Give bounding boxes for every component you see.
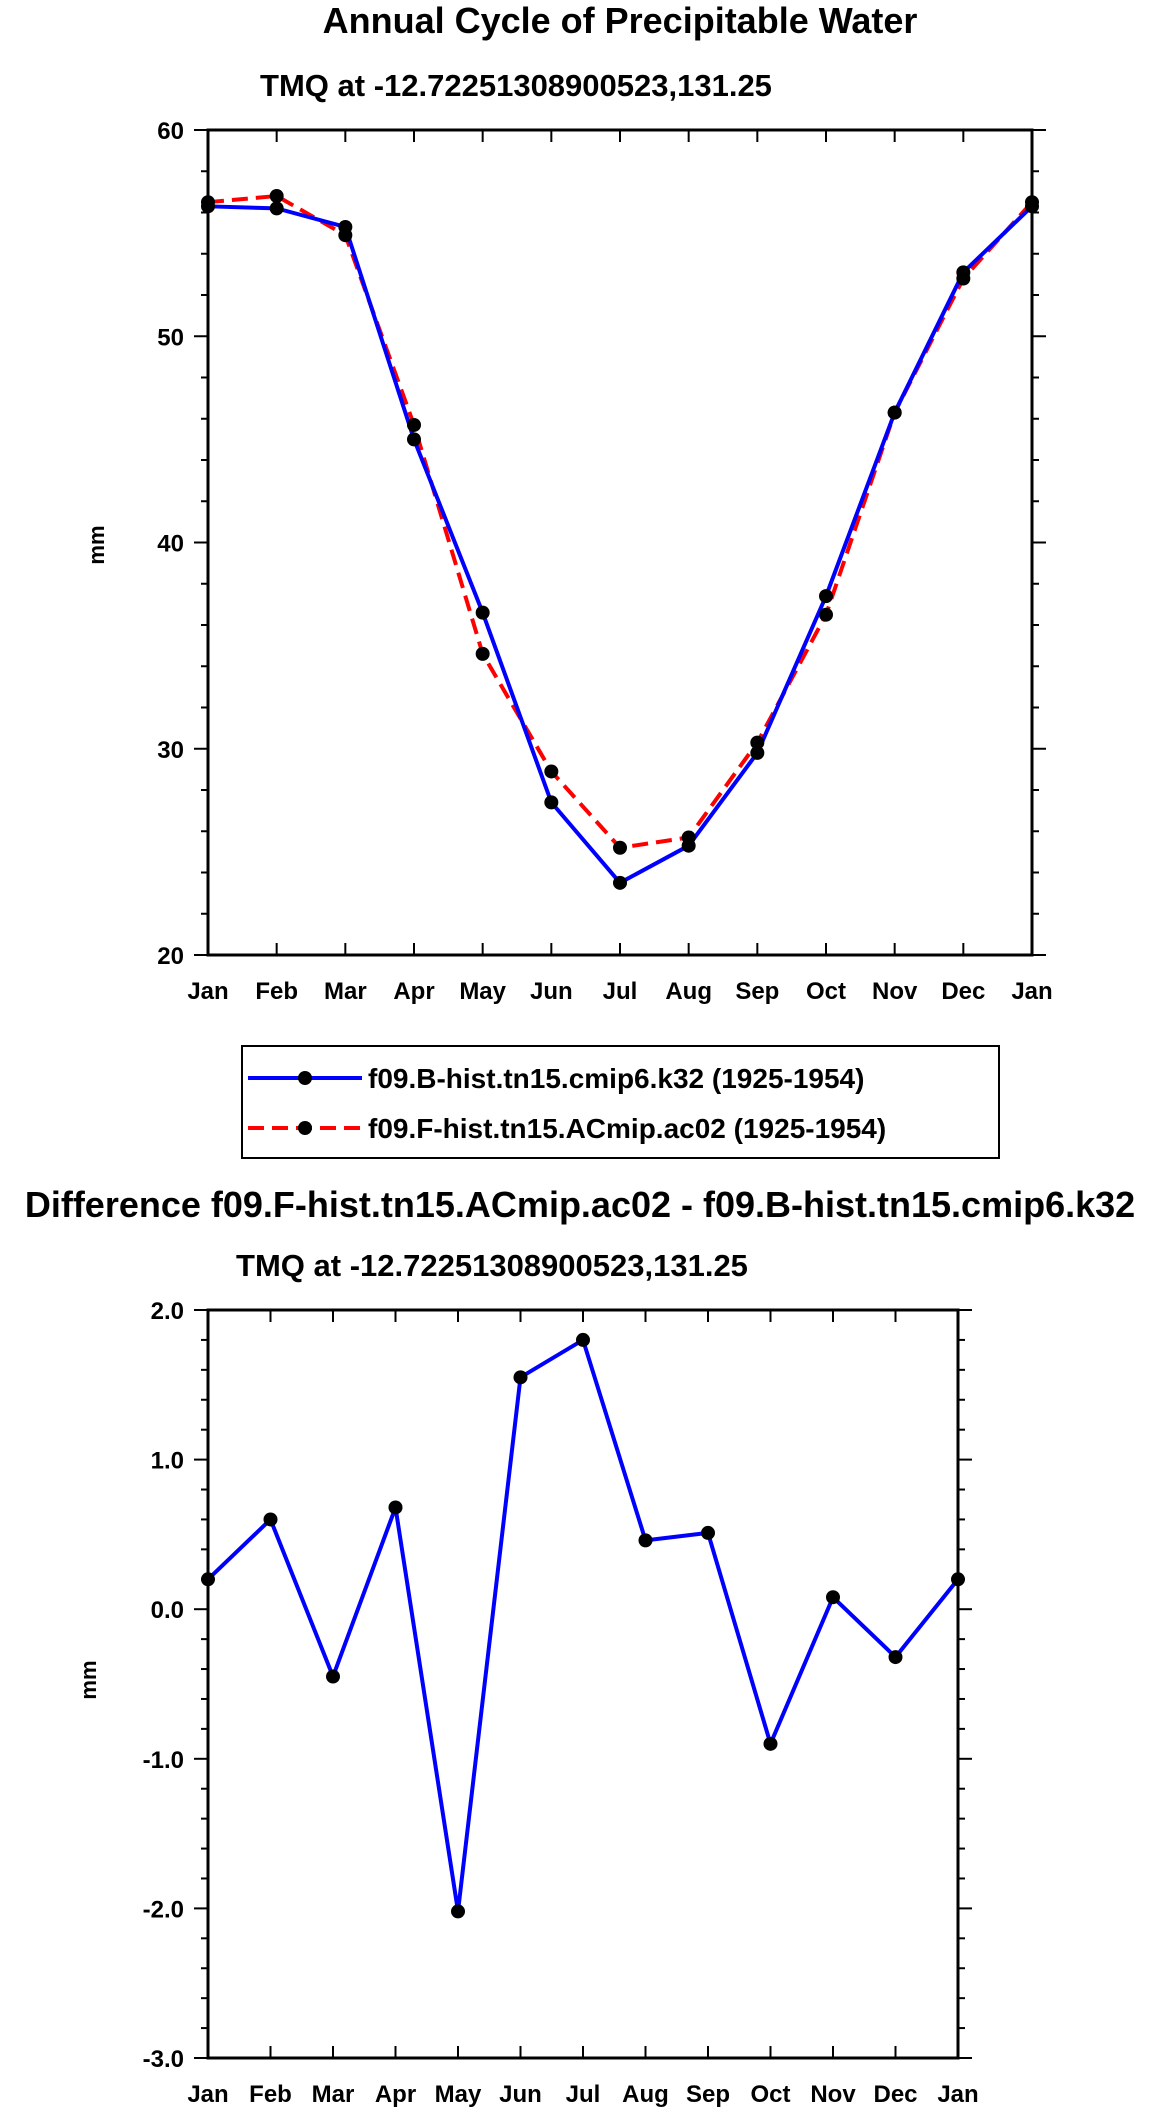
- chart1-series-1-point: [956, 265, 971, 280]
- chart1-y-axis-label: mm: [84, 525, 109, 564]
- chart2-y-tick-label: 2.0: [151, 1298, 184, 1325]
- chart1-x-tick-label: Jun: [530, 978, 573, 1005]
- chart2-series-1-point: [388, 1500, 403, 1515]
- chart2-series-1-point: [888, 1650, 903, 1665]
- chart2-series-1-point: [263, 1512, 278, 1527]
- chart2-x-tick-label: Oct: [750, 2081, 790, 2108]
- chart2-x-tick-label: Sep: [686, 2081, 730, 2108]
- chart1-y-tick-label: 40: [157, 531, 184, 558]
- chart1-x-tick-label: Aug: [665, 978, 712, 1005]
- chart2-series-1-point: [826, 1590, 840, 1605]
- chart2-series-1-point: [451, 1904, 465, 1919]
- chart1-plot-frame: [206, 128, 1034, 957]
- chart2-series-1-point: [701, 1525, 715, 1540]
- chart2-x-tick-label: Feb: [249, 2081, 292, 2108]
- chart1-series-1-point: [475, 605, 490, 620]
- chart1-x-tick-label: Jul: [603, 978, 638, 1005]
- chart1-series-line-1: [207, 204, 1034, 885]
- chart2-series-1-point: [763, 1736, 778, 1751]
- chart1-y-tick-label: 30: [157, 737, 184, 764]
- chart1-x-tick-label: Nov: [872, 978, 918, 1005]
- chart2-y-tick-label: -2.0: [143, 1896, 184, 1923]
- chart1-x-tick-label: Mar: [324, 978, 367, 1005]
- chart1-y-tick-label: 50: [157, 324, 184, 351]
- chart1-series-2-point: [613, 840, 627, 855]
- chart2-x-tick-label: Jun: [499, 2081, 542, 2108]
- chart1-x-tick-label: Dec: [941, 978, 985, 1005]
- chart2-x-tick-label: May: [435, 2081, 482, 2108]
- legend-label-model-b: f09.B-hist.tn15.cmip6.k32 (1925-1954): [368, 1063, 864, 1094]
- chart1-series-2-point: [269, 189, 284, 203]
- chart1-series-1-point: [819, 589, 833, 604]
- legend-label-model-f: f09.F-hist.tn15.ACmip.ac02 (1925-1954): [368, 1113, 886, 1144]
- chart2-x-tick-label: Apr: [375, 2081, 416, 2108]
- chart1-series-1-point: [544, 795, 559, 810]
- chart2-y-tick-label: -3.0: [143, 2046, 184, 2073]
- chart2-x-tick-label: Mar: [312, 2081, 355, 2108]
- chart1-x-tick-label: Apr: [393, 978, 434, 1005]
- chart2-plot-frame: [206, 1308, 960, 2060]
- legend-marker-model-f: [298, 1121, 312, 1135]
- chart2-x-tick-label: Jul: [566, 2081, 601, 2108]
- chart1-series-2-point: [407, 417, 421, 432]
- chart2-series-line-1: [206, 1337, 960, 1914]
- chart2-y-tick-label: 1.0: [151, 1448, 184, 1475]
- chart1-series-1-point: [887, 405, 902, 420]
- chart1-subtitle: TMQ at -12.72251308900523,131.25: [260, 68, 772, 103]
- chart2-x-tick-label: Aug: [622, 2081, 669, 2108]
- chart1-series-1-point: [338, 219, 353, 234]
- difference-chart: Difference f09.F-hist.tn15.ACmip.ac02 - …: [25, 1184, 1135, 2108]
- legend-marker-model-b: [298, 1071, 312, 1085]
- legend: f09.B-hist.tn15.cmip6.k32 (1925-1954) f0…: [241, 1045, 1000, 1159]
- chart1-x-tick-label: Oct: [806, 978, 846, 1005]
- chart1-series-1-point: [1025, 199, 1039, 214]
- chart2-title: Difference f09.F-hist.tn15.ACmip.ac02 - …: [25, 1184, 1135, 1225]
- chart1-series-1-point: [407, 432, 421, 447]
- chart2-x-tick-label: Jan: [187, 2081, 228, 2108]
- chart1-series-2-point: [750, 735, 765, 750]
- chart2-series-1-point: [638, 1533, 653, 1548]
- chart2-series-1-point: [951, 1572, 965, 1587]
- chart2-y-axis-label: mm: [76, 1660, 101, 1699]
- chart1-series-line-2: [207, 194, 1034, 850]
- chart1-series-2-point: [819, 607, 833, 622]
- chart1-x-tick-label: Jan: [187, 978, 228, 1005]
- chart1-series-2-point: [475, 646, 490, 661]
- chart1-series-2-point: [544, 764, 559, 779]
- chart1-series-1-point: [613, 875, 627, 890]
- chart1-x-tick-label: Sep: [735, 978, 779, 1005]
- chart1-x-tick-label: Jan: [1011, 978, 1052, 1005]
- chart2-series-1-point: [326, 1669, 340, 1684]
- chart1-y-tick-label: 20: [157, 943, 184, 970]
- chart1-series-1-point: [750, 745, 765, 760]
- chart2-series-1-point: [201, 1572, 215, 1587]
- chart2-y-tick-label: 0.0: [151, 1597, 184, 1624]
- chart1-x-tick-label: May: [459, 978, 506, 1005]
- chart2-y-tick-label: -1.0: [143, 1747, 184, 1774]
- chart2-x-tick-label: Dec: [873, 2081, 917, 2108]
- chart1-series-1-point: [201, 199, 215, 214]
- chart1-series-1-point: [269, 201, 284, 216]
- chart1-title: Annual Cycle of Precipitable Water: [323, 0, 918, 41]
- annual-cycle-chart: Annual Cycle of Precipitable Water TMQ a…: [84, 0, 1053, 1005]
- chart2-x-tick-label: Jan: [937, 2081, 978, 2108]
- chart1-y-tick-label: 60: [157, 118, 184, 145]
- chart1-series-1-point: [681, 838, 696, 853]
- chart1-x-tick-label: Feb: [255, 978, 298, 1005]
- chart2-series-1-point: [513, 1370, 528, 1385]
- chart2-series-1-point: [576, 1332, 590, 1347]
- chart2-x-tick-label: Nov: [810, 2081, 856, 2108]
- chart2-subtitle: TMQ at -12.72251308900523,131.25: [236, 1248, 748, 1283]
- legend-box: [241, 1045, 1000, 1159]
